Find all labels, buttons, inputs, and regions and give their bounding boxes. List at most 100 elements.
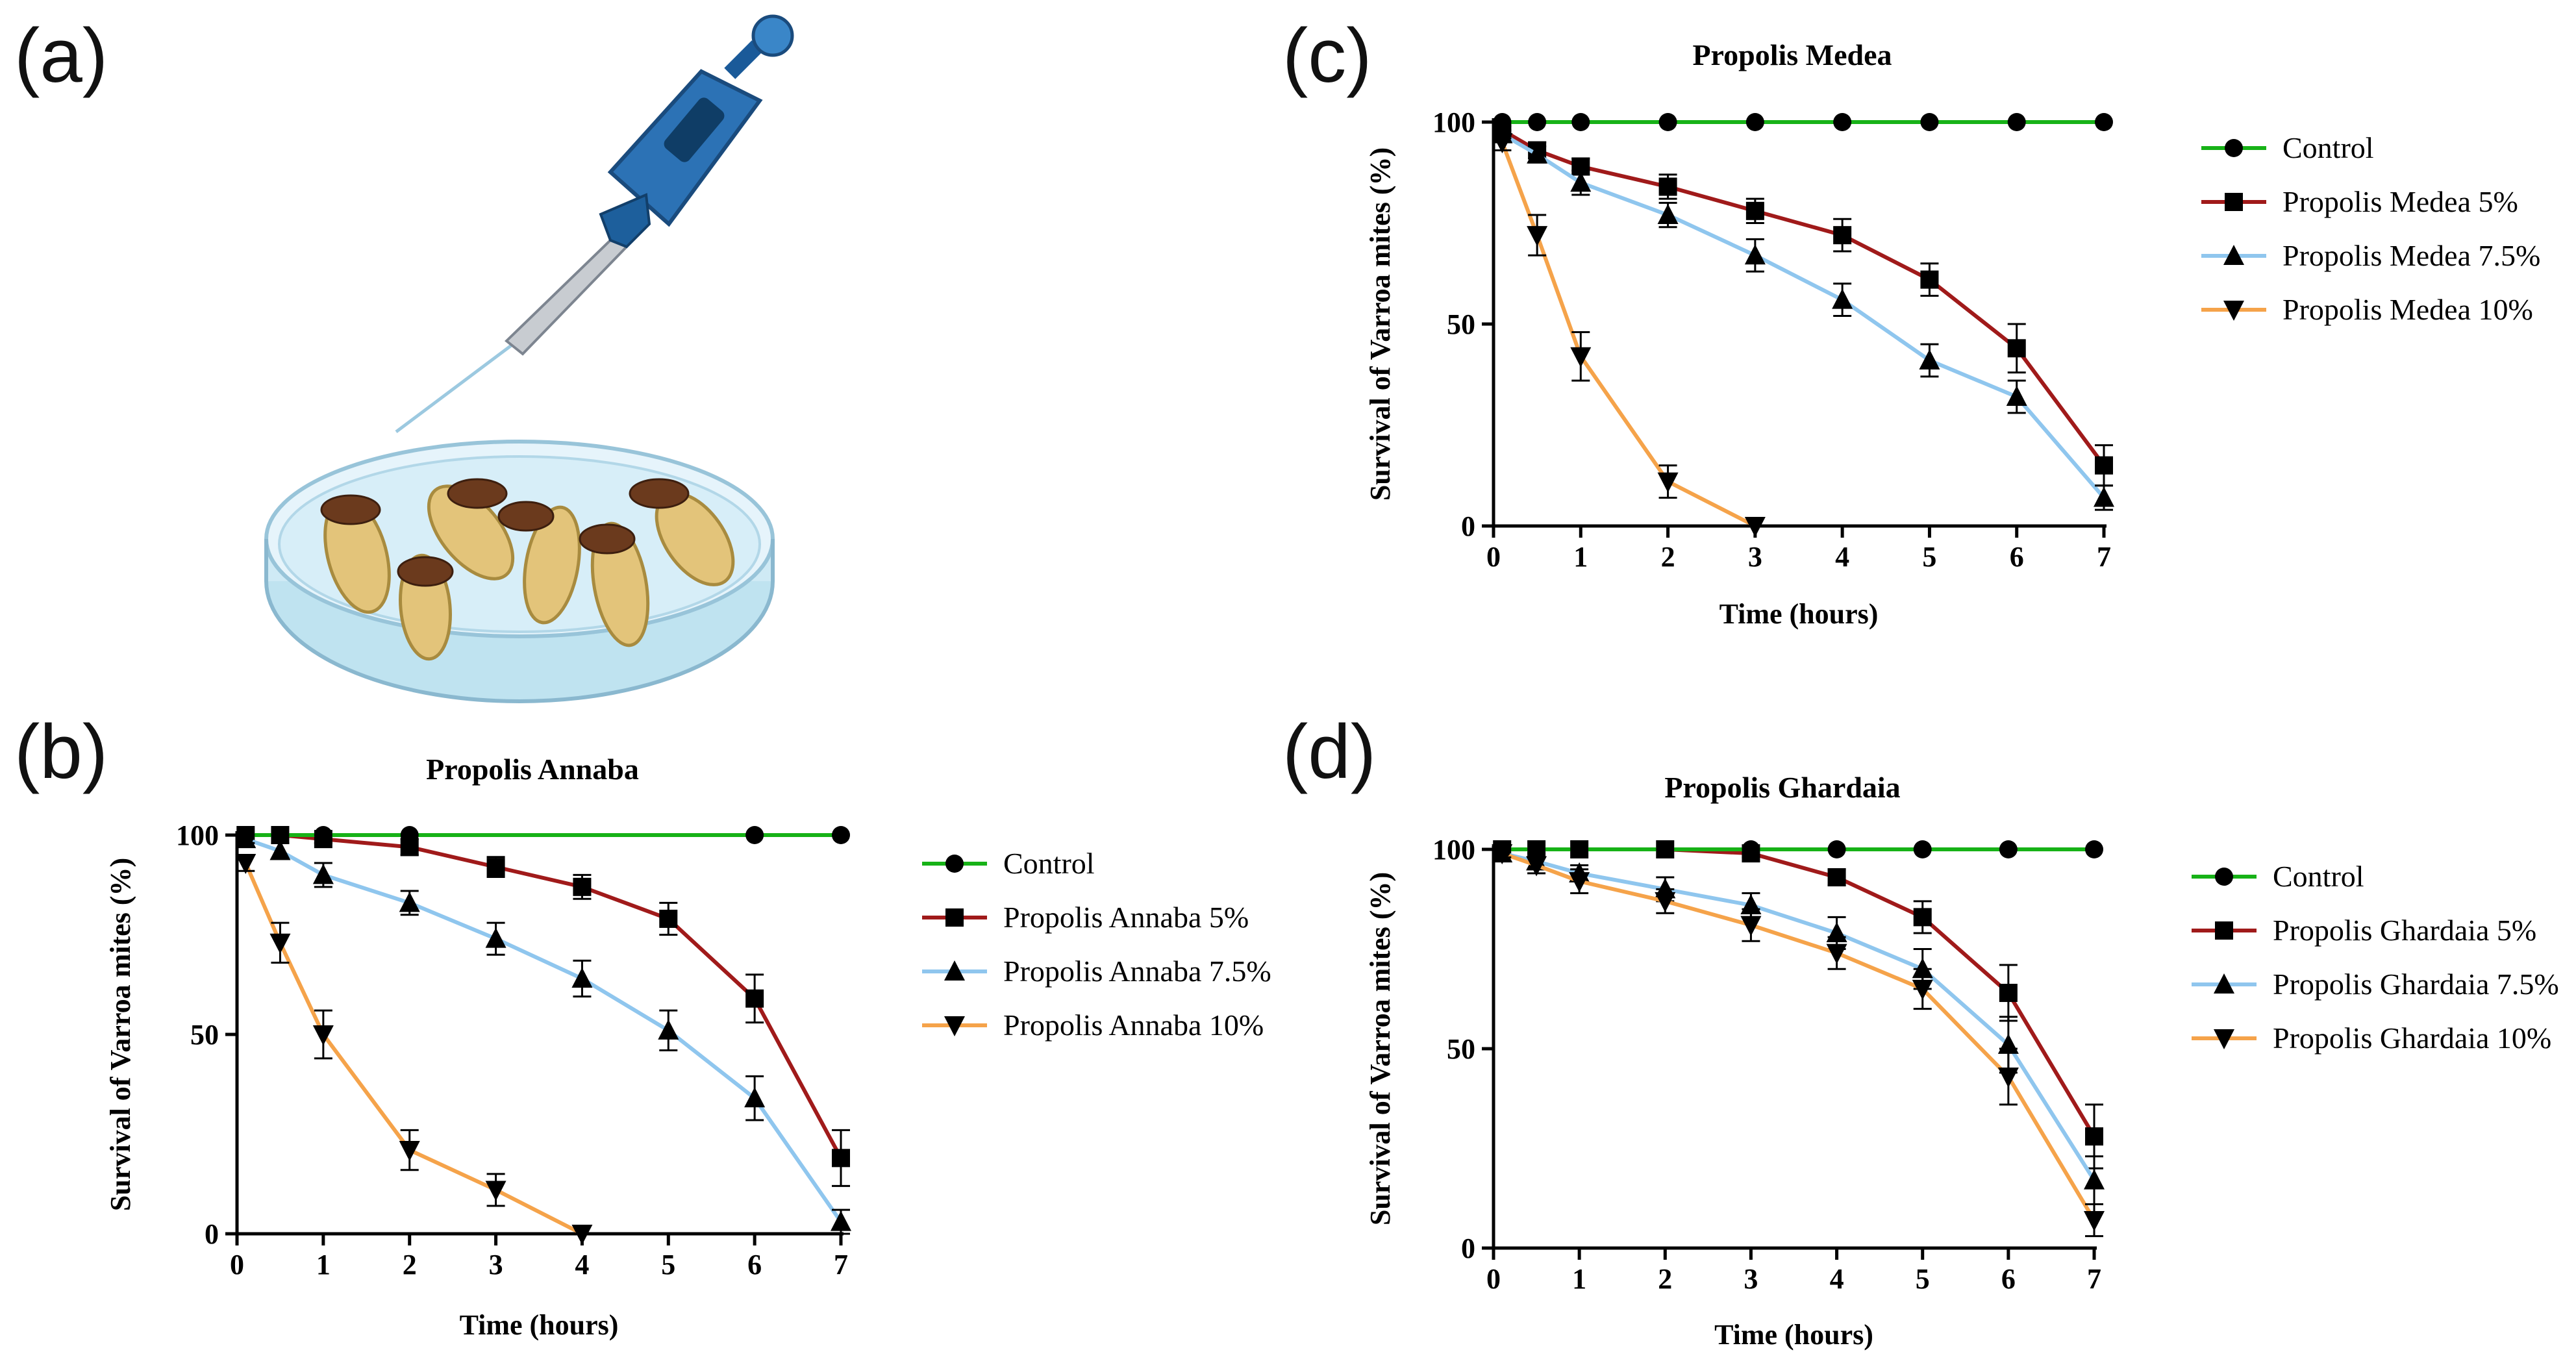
x-tick-label: 3 xyxy=(1744,1263,1758,1295)
data-point-c10 xyxy=(1912,979,1933,1000)
chart-title: Propolis Ghardaia xyxy=(1664,771,1900,804)
x-tick-label: 4 xyxy=(575,1249,589,1281)
legend-label: Propolis Annaba 10% xyxy=(1003,1008,1264,1042)
series-line-c5 xyxy=(1502,847,2096,1138)
legend-marker xyxy=(944,960,965,981)
data-point-c75 xyxy=(485,927,506,948)
x-tick-label: 2 xyxy=(1658,1263,1672,1295)
data-point-c10 xyxy=(269,933,291,954)
data-point-c10 xyxy=(1492,844,1513,865)
data-point-control xyxy=(1527,840,1546,858)
data-point-c75 xyxy=(571,968,593,988)
x-tick-label: 4 xyxy=(1835,541,1849,573)
data-point-control xyxy=(1745,113,1764,131)
data-point-c75 xyxy=(1826,921,1847,942)
x-tick-label: 7 xyxy=(834,1249,848,1281)
data-point-c5 xyxy=(1913,908,1932,927)
x-tick-label: 5 xyxy=(1922,541,1936,573)
series-line-c10 xyxy=(244,862,583,1236)
data-point-c10 xyxy=(399,1141,420,1162)
x-tick-label: 4 xyxy=(1830,1263,1844,1295)
y-tick-label: 0 xyxy=(1461,1232,1475,1264)
data-point-c5 xyxy=(659,909,678,928)
data-point-c5 xyxy=(1833,226,1852,245)
x-tick-label: 1 xyxy=(1572,1263,1586,1295)
legend-label: Propolis Ghardaia 10% xyxy=(2273,1021,2551,1055)
data-point-c75 xyxy=(2084,1169,2105,1190)
x-tick-label: 6 xyxy=(2010,541,2024,573)
data-point-c75 xyxy=(1526,850,1547,871)
data-point-c75 xyxy=(1997,1033,2019,1054)
data-point-c75 xyxy=(1527,143,1548,164)
data-point-control xyxy=(1920,113,1939,131)
data-point-c5 xyxy=(1920,270,1939,289)
x-tick-label: 7 xyxy=(2097,541,2111,573)
y-tick-label: 50 xyxy=(1447,308,1475,340)
data-point-c75 xyxy=(1744,244,1766,265)
data-point-c5 xyxy=(1528,141,1547,160)
data-point-control xyxy=(1999,840,2018,858)
data-point-c5 xyxy=(1571,157,1590,176)
legend-label: Control xyxy=(2273,860,2364,893)
legend-marker xyxy=(944,1016,965,1036)
data-point-control xyxy=(1570,840,1589,858)
data-point-c75 xyxy=(312,864,334,884)
data-point-control xyxy=(1528,113,1547,131)
legend-label: Propolis Medea 5% xyxy=(2282,185,2518,218)
data-point-control xyxy=(832,826,850,844)
data-point-c5 xyxy=(486,858,505,877)
y-tick-label: 100 xyxy=(1432,834,1475,866)
legend-marker xyxy=(2223,245,2244,265)
x-tick-label: 3 xyxy=(1748,541,1762,573)
legend-label: Propolis Medea 10% xyxy=(2282,293,2533,326)
data-point-c5 xyxy=(1745,201,1764,220)
data-point-control xyxy=(745,826,764,844)
legend-marker xyxy=(2225,193,2243,211)
data-point-c75 xyxy=(744,1087,766,1108)
x-tick-label: 0 xyxy=(1486,1263,1501,1295)
series-line-c10 xyxy=(1500,142,1757,528)
x-tick-label: 5 xyxy=(661,1249,675,1281)
data-point-c5 xyxy=(2007,339,2026,358)
data-point-c75 xyxy=(658,1019,679,1040)
data-point-c10 xyxy=(1526,856,1547,877)
y-axis-label: Survival of Varroa mites (%) xyxy=(1364,872,1396,1225)
series-line-c75 xyxy=(1501,132,2106,499)
legend-marker xyxy=(2223,301,2244,321)
data-point-c75 xyxy=(2006,385,2027,406)
y-tick-label: 100 xyxy=(176,819,219,851)
data-point-control xyxy=(1656,840,1675,858)
data-point-control xyxy=(2007,113,2026,131)
panel-a-illustration xyxy=(264,14,794,703)
data-point-c75 xyxy=(1912,958,1933,979)
x-axis-label: Time (hours) xyxy=(1719,598,1879,630)
data-point-c10 xyxy=(1570,347,1592,368)
data-point-c75 xyxy=(1655,878,1676,899)
data-point-c5 xyxy=(400,838,419,857)
y-tick-label: 50 xyxy=(190,1019,219,1051)
data-point-control xyxy=(1827,840,1846,858)
series-line-c5 xyxy=(245,833,843,1159)
data-point-c75 xyxy=(1832,288,1853,309)
data-point-c75 xyxy=(1492,123,1513,144)
data-point-c5 xyxy=(1658,177,1677,196)
data-point-c5 xyxy=(236,826,255,844)
x-tick-label: 2 xyxy=(403,1249,417,1281)
legend-marker xyxy=(945,855,964,873)
data-point-c5 xyxy=(832,1149,850,1168)
data-point-control xyxy=(236,826,255,844)
legend-marker xyxy=(945,908,964,927)
x-tick-label: 2 xyxy=(1661,541,1675,573)
legend-label: Propolis Ghardaia 5% xyxy=(2273,914,2536,947)
x-tick-label: 5 xyxy=(1916,1263,1930,1295)
data-point-c5 xyxy=(1493,121,1512,140)
data-point-c5 xyxy=(1656,840,1675,858)
series-line-c75 xyxy=(1501,851,2096,1182)
series-line-c5 xyxy=(1501,128,2106,467)
y-axis-label: Survival of Varroa mites (%) xyxy=(1364,147,1396,501)
legend-label: Propolis Medea 7.5% xyxy=(2282,239,2540,272)
data-point-c5 xyxy=(2085,1127,2103,1146)
data-point-c10 xyxy=(1527,226,1548,247)
chart-title: Propolis Medea xyxy=(1692,38,1892,71)
x-tick-label: 0 xyxy=(230,1249,244,1281)
